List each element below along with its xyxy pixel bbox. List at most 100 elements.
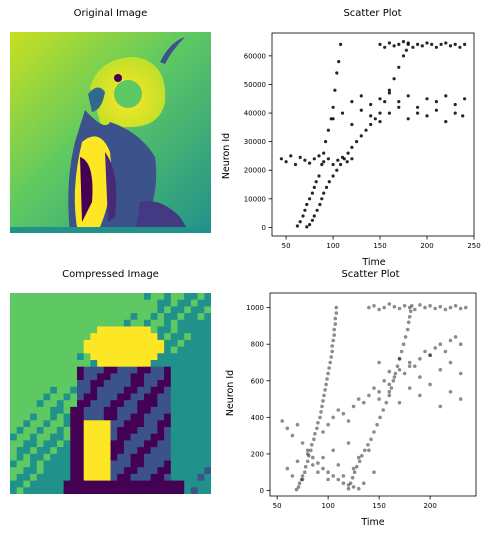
compressed-pixel (36, 326, 45, 334)
compressed-pixel (10, 333, 18, 341)
scatter-point (354, 464, 359, 469)
scatter-point (378, 415, 382, 420)
compressed-pixel (83, 339, 91, 348)
compressed-pixel (204, 333, 211, 341)
scatter-point (312, 157, 316, 161)
compressed-pixel (50, 453, 58, 462)
scatter-point (303, 464, 308, 469)
compressed-pixel (130, 427, 138, 435)
scatter-point (320, 197, 324, 201)
scatter-point (402, 304, 407, 308)
compressed-pixel (83, 346, 91, 354)
x-axis-label-top: Time (361, 257, 385, 268)
scatter-point (458, 45, 462, 49)
compressed-pixel (70, 313, 78, 321)
compressed-pixel (137, 487, 145, 494)
compressed-pixel (63, 440, 71, 448)
scatter-point (372, 386, 376, 390)
compressed-pixel (103, 473, 112, 482)
compressed-pixel (63, 319, 71, 328)
compressed-pixel (144, 339, 152, 348)
compressed-pixel (130, 400, 138, 408)
scatter-point (389, 386, 394, 390)
compressed-image (10, 293, 211, 494)
compressed-pixel (103, 366, 112, 374)
scatter-point (341, 481, 346, 485)
compressed-pixel (103, 313, 112, 321)
scatter-point (330, 349, 334, 354)
compressed-pixel (150, 366, 158, 374)
scatter-point (392, 304, 397, 309)
scatter-point (326, 157, 330, 161)
compressed-pixel (56, 313, 65, 321)
compressed-pixel (97, 393, 105, 401)
compressed-pixel (63, 400, 71, 408)
compressed-pixel (144, 346, 152, 354)
compressed-pixel (23, 293, 31, 301)
compressed-pixel (30, 373, 38, 381)
scatter-point (315, 426, 319, 431)
scatter-point (312, 214, 316, 218)
compressed-pixel (83, 440, 91, 448)
compressed-pixel (130, 413, 138, 421)
compressed-pixel (144, 447, 152, 455)
scatter-point (350, 122, 354, 127)
compressed-pixel (10, 373, 18, 381)
compressed-pixel (36, 333, 45, 341)
scatter-point (331, 117, 335, 121)
compressed-pixel (137, 427, 145, 435)
compressed-pixel (197, 319, 205, 328)
compressed-pixel (170, 453, 179, 462)
compressed-pixel (16, 313, 24, 321)
compressed-pixel (16, 453, 24, 462)
compressed-pixel (157, 467, 165, 475)
compressed-pixel (36, 299, 45, 307)
compressed-pixel (130, 487, 138, 494)
compressed-pixel (97, 487, 105, 494)
compressed-pixel (137, 447, 145, 455)
compressed-pixel (36, 440, 45, 448)
compressed-pixel (197, 386, 205, 395)
compressed-pixel (56, 427, 65, 435)
compressed-pixel (110, 467, 118, 475)
compressed-pixel (97, 386, 105, 395)
compressed-pixel (130, 346, 138, 354)
compressed-pixel (144, 413, 152, 421)
scatter-point (312, 185, 316, 189)
compressed-pixel (63, 366, 71, 374)
scatter-point (406, 320, 411, 325)
compressed-pixel (83, 473, 91, 482)
compressed-pixel (197, 400, 205, 408)
compressed-pixel (56, 453, 65, 462)
compressed-pixel (97, 373, 105, 381)
compressed-pixel (123, 413, 132, 421)
compressed-pixel (16, 447, 24, 455)
compressed-pixel (83, 326, 91, 334)
scatter-point (346, 419, 351, 423)
compressed-pixel (123, 393, 132, 401)
compressed-pixel (130, 333, 138, 341)
compressed-pixel (43, 440, 51, 448)
compressed-pixel (103, 333, 112, 341)
compressed-pixel (90, 293, 98, 301)
scatter-point (418, 303, 422, 307)
compressed-pixel (56, 440, 65, 448)
scatter-point (360, 454, 364, 458)
compressed-pixel (50, 473, 58, 482)
scatter-point (331, 474, 335, 478)
compressed-pixel (137, 360, 145, 368)
scatter-point (293, 162, 298, 167)
compressed-pixel (23, 386, 31, 395)
compressed-pixel (103, 346, 112, 354)
scatter-point (351, 485, 356, 489)
compressed-pixel (30, 406, 38, 415)
scatter-point (317, 154, 321, 158)
compressed-pixel (97, 306, 105, 314)
compressed-pixel (97, 339, 105, 348)
scatter-point (325, 377, 329, 381)
compressed-pixel (117, 400, 125, 408)
scatter-point (387, 382, 392, 387)
compressed-pixel (204, 467, 211, 475)
compressed-pixel (16, 406, 24, 415)
compressed-pixel (177, 373, 185, 381)
